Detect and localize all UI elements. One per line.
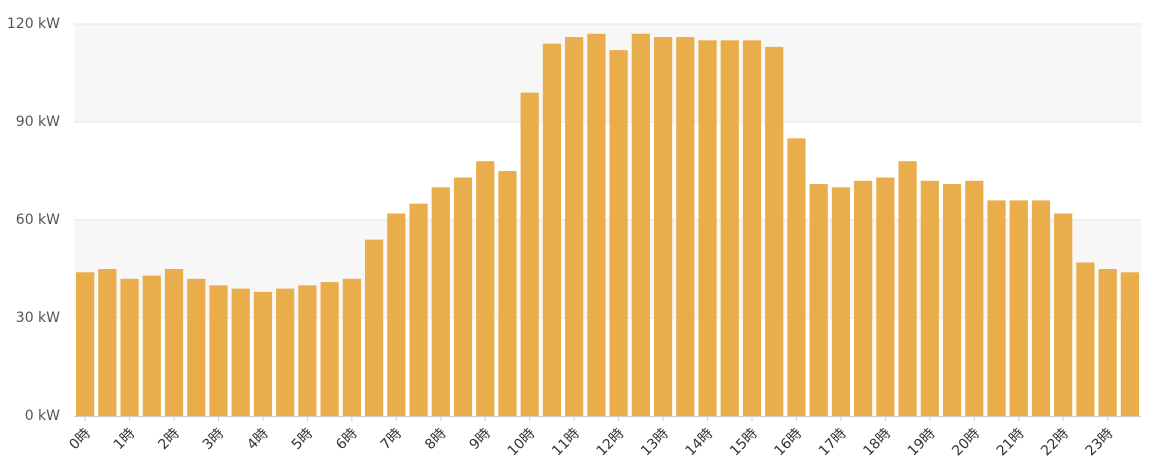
- bar: [787, 138, 806, 417]
- bar: [187, 278, 206, 416]
- bar: [987, 200, 1006, 416]
- x-tick-label: 23時: [1083, 426, 1117, 460]
- chart-bands: [74, 24, 1141, 318]
- bar: [120, 278, 139, 416]
- bar: [142, 275, 161, 416]
- bar: [653, 37, 673, 417]
- x-tick-label: 21時: [994, 426, 1028, 460]
- x-tick-label: 7時: [378, 426, 406, 454]
- bar: [609, 50, 628, 417]
- x-tick-label: 0時: [66, 426, 94, 454]
- bar: [587, 33, 606, 417]
- bar: [542, 43, 562, 416]
- bar: [164, 269, 184, 416]
- bar: [520, 92, 539, 416]
- bar: [920, 180, 939, 416]
- bar: [676, 37, 695, 417]
- x-tick-label: 9時: [467, 426, 495, 454]
- bar: [231, 288, 250, 416]
- bar: [1031, 200, 1051, 416]
- y-tick-label: 0 kW: [25, 408, 60, 424]
- bar: [965, 180, 984, 416]
- bar: [209, 285, 228, 416]
- y-axis-ticks: 0 kW 30 kW 60 kW 90 kW 120 kW: [7, 16, 60, 424]
- bar: [453, 177, 473, 416]
- bar: [1054, 213, 1073, 416]
- x-tick-label: 17時: [816, 426, 850, 460]
- bar: [476, 161, 495, 416]
- grid-band: [74, 220, 1141, 318]
- bar: [98, 269, 117, 416]
- grid-band: [74, 24, 1141, 122]
- x-tick-label: 10時: [505, 426, 539, 460]
- bar: [854, 180, 873, 416]
- bar: [320, 282, 339, 416]
- x-tick-label: 4時: [244, 426, 272, 454]
- x-tick-label: 14時: [683, 426, 717, 460]
- bar: [1120, 272, 1139, 416]
- x-tick-label: 19時: [905, 426, 939, 460]
- y-tick-label: 90 kW: [16, 114, 60, 130]
- x-tick-label: 16時: [771, 426, 805, 460]
- bar: [387, 213, 406, 416]
- x-tick-label: 13時: [638, 426, 672, 460]
- bar: [698, 40, 717, 416]
- bar: [831, 187, 851, 416]
- bar: [720, 40, 739, 416]
- x-tick-label: 2時: [155, 426, 183, 454]
- x-axis-ticks: 0時 1時 2時 3時 4時 5時 6時 7時 8時 9時 10時 11時 12時 13時 14時 15時 16…: [66, 416, 1116, 459]
- y-tick-label: 60 kW: [16, 212, 60, 228]
- bar: [364, 239, 384, 416]
- x-tick-label: 6時: [333, 426, 361, 454]
- bar: [565, 37, 584, 417]
- bar: [876, 177, 895, 416]
- x-tick-label: 20時: [949, 426, 983, 460]
- bar: [942, 184, 962, 416]
- bar: [76, 272, 95, 416]
- x-tick-label: 22時: [1038, 426, 1072, 460]
- bar: [765, 46, 784, 416]
- bar: [253, 291, 273, 416]
- bar: [431, 187, 450, 416]
- x-tick-label: 18時: [860, 426, 894, 460]
- y-tick-label: 30 kW: [16, 310, 60, 326]
- bar: [276, 288, 295, 416]
- bar: [1076, 262, 1095, 416]
- bar: [742, 40, 762, 416]
- x-tick-label: 3時: [200, 426, 228, 454]
- x-tick-label: 15時: [727, 426, 761, 460]
- grid-lines: [74, 23, 1141, 319]
- bar: [809, 184, 828, 416]
- x-tick-label: 12時: [594, 426, 628, 460]
- bar: [298, 285, 317, 416]
- bar: [898, 161, 917, 416]
- x-tick-label: 5時: [289, 426, 317, 454]
- bar: [1009, 200, 1028, 416]
- x-tick-label: 1時: [111, 426, 139, 454]
- x-tick-label: 11時: [549, 426, 583, 460]
- bar: [342, 278, 361, 416]
- bar: [631, 33, 650, 417]
- bar: [498, 171, 517, 416]
- y-tick-label: 120 kW: [7, 16, 60, 32]
- bars: [76, 33, 1139, 417]
- bar: [1098, 269, 1117, 416]
- x-tick-label: 8時: [422, 426, 450, 454]
- bar: [409, 203, 428, 416]
